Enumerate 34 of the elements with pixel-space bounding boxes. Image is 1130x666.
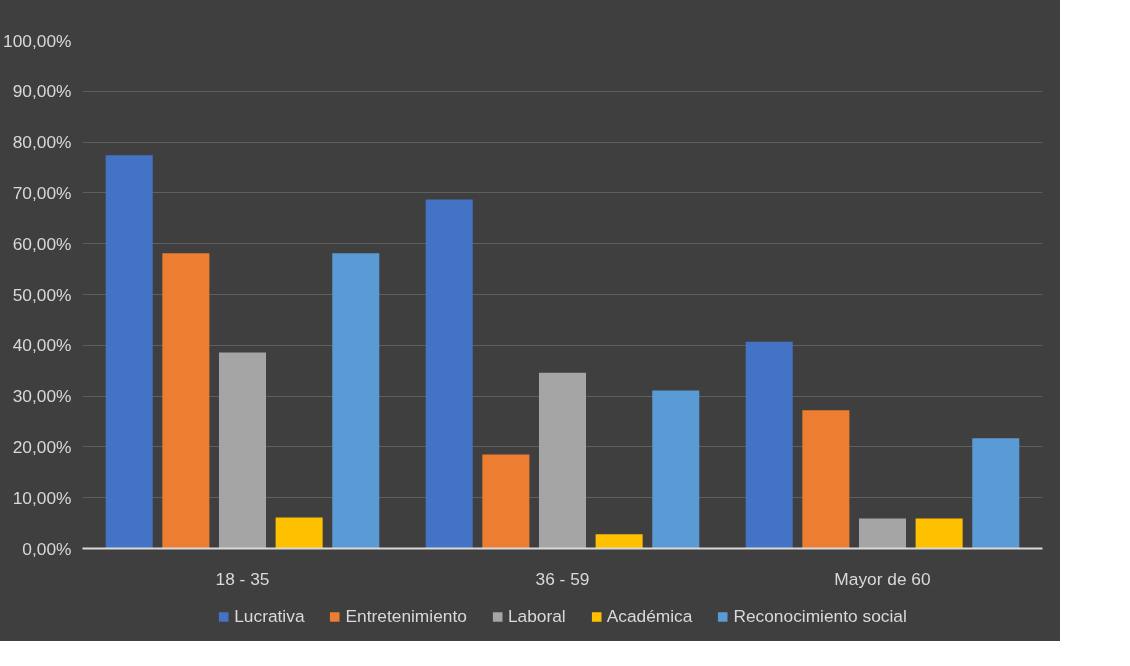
y-tick-label: 100,00% xyxy=(3,30,72,51)
legend-label: Académica xyxy=(606,605,693,627)
bar xyxy=(425,199,473,549)
bar xyxy=(915,518,963,549)
y-tick-label: 20,00% xyxy=(12,436,72,457)
y-tick-label: 80,00% xyxy=(12,132,72,153)
bar xyxy=(652,390,700,549)
legend-label: Reconocimiento social xyxy=(733,605,907,627)
legend-label: Laboral xyxy=(507,605,566,627)
bar xyxy=(162,253,210,549)
y-tick-label: 60,00% xyxy=(12,233,72,254)
y-tick-label: 70,00% xyxy=(12,182,72,203)
bar xyxy=(218,352,267,549)
bar xyxy=(275,517,323,549)
y-tick-label: 50,00% xyxy=(12,284,72,305)
y-tick-label: 0,00% xyxy=(22,538,72,559)
bar xyxy=(332,253,380,549)
bar xyxy=(858,518,907,549)
bar xyxy=(745,341,793,549)
bar xyxy=(482,454,530,549)
bar xyxy=(802,410,850,549)
bar xyxy=(105,155,153,549)
y-tick-label: 30,00% xyxy=(12,386,72,407)
bar xyxy=(595,534,643,549)
y-tick-label: 90,00% xyxy=(12,81,72,102)
x-tick-label: 18 - 35 xyxy=(215,568,270,589)
y-tick-label: 10,00% xyxy=(12,487,72,508)
bar xyxy=(538,372,587,549)
legend-label: Lucrativa xyxy=(234,605,305,627)
x-tick-label: 36 - 59 xyxy=(535,568,590,589)
bar xyxy=(972,438,1020,549)
x-tick-label: Mayor de 60 xyxy=(834,568,931,589)
legend-label: Entretenimiento xyxy=(345,605,467,627)
y-tick-label: 40,00% xyxy=(12,335,72,356)
